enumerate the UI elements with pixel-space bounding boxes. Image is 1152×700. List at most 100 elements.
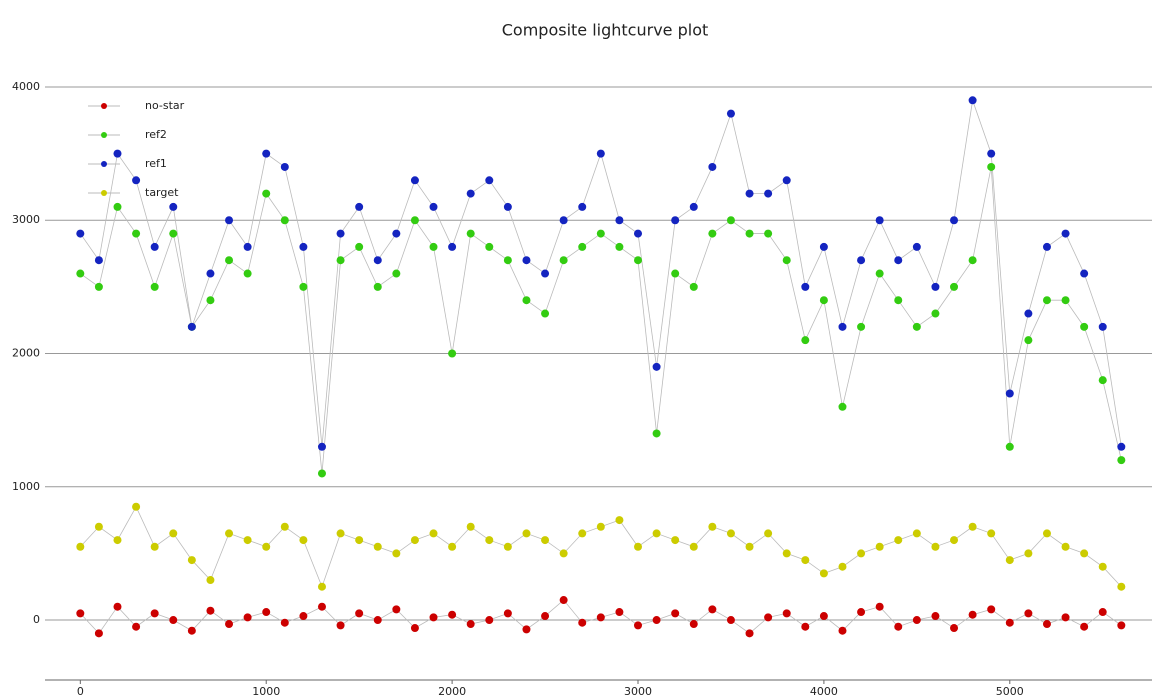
data-point (596, 613, 605, 622)
data-point (448, 242, 457, 251)
data-point (76, 542, 85, 551)
data-point (931, 612, 940, 621)
data-point (1061, 613, 1070, 622)
data-point (503, 202, 512, 211)
x-tick-label: 1000 (252, 685, 280, 698)
data-point (745, 189, 754, 198)
x-tick-label: 2000 (438, 685, 466, 698)
data-point (634, 542, 643, 551)
data-point (262, 542, 271, 551)
data-point (1005, 389, 1014, 398)
data-point (280, 162, 289, 171)
data-point (578, 618, 587, 627)
data-point (280, 618, 289, 627)
data-point (764, 189, 773, 198)
data-point (503, 542, 512, 551)
data-point (169, 202, 178, 211)
data-point (689, 542, 698, 551)
data-point (764, 229, 773, 238)
data-point (671, 269, 680, 278)
data-point (615, 608, 624, 617)
data-point (243, 613, 252, 622)
data-point (634, 621, 643, 630)
data-point (745, 629, 754, 638)
data-point (113, 149, 122, 158)
data-point (541, 536, 550, 545)
data-point (262, 189, 271, 198)
data-point (615, 242, 624, 251)
data-point (689, 282, 698, 291)
data-point (782, 549, 791, 558)
data-point (615, 216, 624, 225)
data-point (782, 176, 791, 185)
data-point (150, 242, 159, 251)
data-point (392, 605, 401, 614)
data-point (671, 609, 680, 618)
data-point (764, 613, 773, 622)
data-point (819, 569, 828, 578)
data-point (1042, 529, 1051, 538)
data-point (373, 256, 382, 265)
data-point (950, 536, 959, 545)
data-point (596, 229, 605, 238)
data-point (132, 229, 141, 238)
data-point (950, 624, 959, 633)
x-tick-label: 5000 (996, 685, 1024, 698)
data-point (708, 229, 717, 238)
data-point (317, 602, 326, 611)
y-tick-label: 1000 (12, 480, 40, 493)
data-point (615, 516, 624, 525)
data-point (1080, 549, 1089, 558)
data-point (262, 149, 271, 158)
data-point (819, 296, 828, 305)
data-point (225, 256, 234, 265)
legend-marker (101, 132, 107, 138)
data-point (1024, 549, 1033, 558)
data-point (410, 216, 419, 225)
data-point (838, 562, 847, 571)
legend-label: target (145, 186, 179, 199)
data-point (150, 609, 159, 618)
data-point (652, 362, 661, 371)
data-point (392, 549, 401, 558)
data-point (1117, 442, 1126, 451)
data-point (1117, 456, 1126, 465)
data-point (76, 609, 85, 618)
data-point (931, 309, 940, 318)
data-point (1061, 229, 1070, 238)
data-point (317, 442, 326, 451)
data-point (94, 629, 103, 638)
data-point (745, 542, 754, 551)
data-point (708, 162, 717, 171)
data-point (838, 322, 847, 331)
x-tick-label: 0 (77, 685, 84, 698)
data-point (541, 269, 550, 278)
data-point (429, 202, 438, 211)
x-tick-label: 3000 (624, 685, 652, 698)
data-point (150, 542, 159, 551)
data-point (355, 202, 364, 211)
data-point (76, 229, 85, 238)
data-point (987, 529, 996, 538)
data-point (1080, 622, 1089, 631)
data-point (299, 282, 308, 291)
data-point (726, 216, 735, 225)
data-point (838, 626, 847, 635)
data-point (522, 625, 531, 634)
data-point (541, 612, 550, 621)
data-point (243, 242, 252, 251)
data-point (1117, 621, 1126, 630)
data-point (912, 616, 921, 625)
data-point (596, 149, 605, 158)
data-point (857, 256, 866, 265)
data-point (987, 162, 996, 171)
data-point (671, 536, 680, 545)
data-point (169, 529, 178, 538)
data-point (671, 216, 680, 225)
data-point (1024, 336, 1033, 345)
data-point (169, 229, 178, 238)
data-point (1080, 269, 1089, 278)
data-point (355, 536, 364, 545)
y-tick-label: 2000 (12, 347, 40, 360)
data-point (113, 602, 122, 611)
